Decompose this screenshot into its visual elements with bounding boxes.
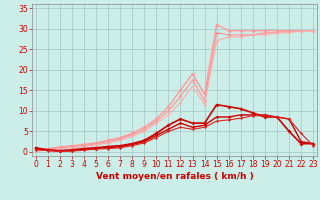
X-axis label: Vent moyen/en rafales ( km/h ): Vent moyen/en rafales ( km/h ) bbox=[96, 172, 253, 181]
